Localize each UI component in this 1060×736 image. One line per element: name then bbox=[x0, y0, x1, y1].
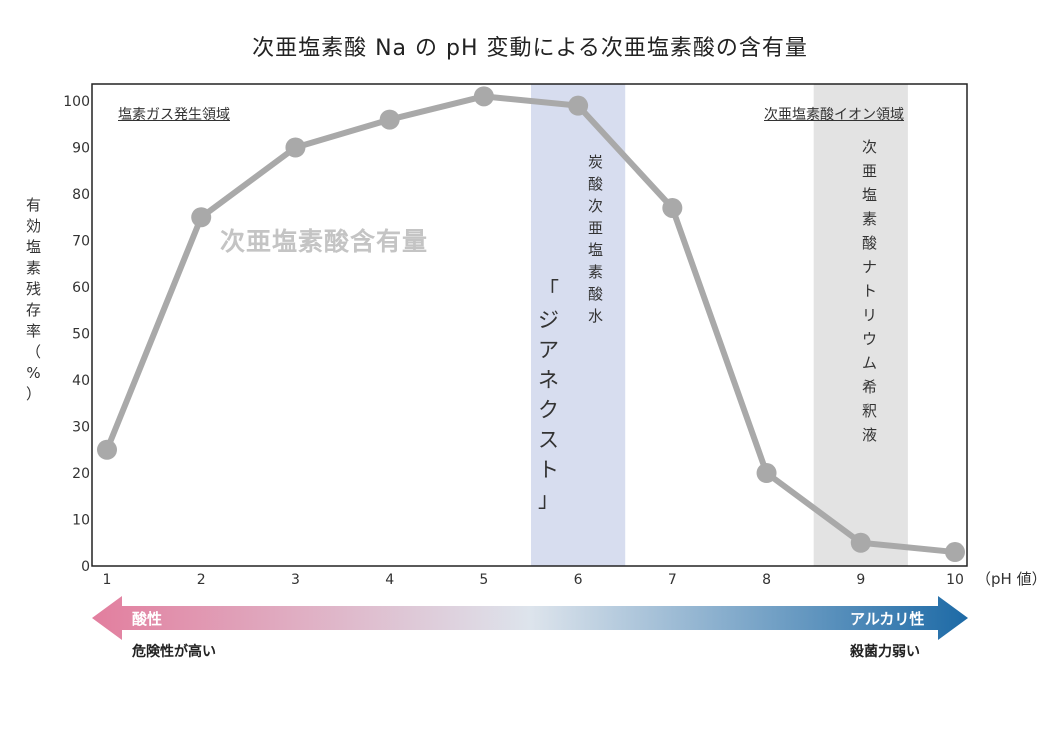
alkaline-label: アルカリ性 bbox=[850, 610, 925, 628]
vertical-char: 次 bbox=[588, 197, 604, 215]
band-1 bbox=[813, 84, 908, 566]
ph-arrow bbox=[92, 596, 968, 640]
y-tick-label: 100 bbox=[63, 94, 90, 110]
vertical-char: 」 bbox=[538, 488, 559, 512]
vertical-char: 「 bbox=[538, 278, 559, 302]
vertical-char: 次 bbox=[862, 138, 878, 156]
x-tick-label: 10 bbox=[946, 572, 964, 588]
vertical-char: ク bbox=[538, 398, 559, 422]
series-label: 次亜塩素酸含有量 bbox=[220, 227, 429, 256]
y-tick-label: 90 bbox=[72, 141, 90, 157]
vertical-char: ア bbox=[538, 338, 559, 362]
vertical-char: ウ bbox=[862, 330, 878, 348]
vertical-char: ト bbox=[538, 458, 559, 482]
vertical-char: 釈 bbox=[862, 402, 878, 420]
vertical-char: 素 bbox=[26, 259, 42, 277]
weak-sterilization-label: 殺菌力弱い bbox=[850, 644, 920, 660]
x-tick-label: 8 bbox=[762, 572, 771, 588]
band-label-carbonated: 炭酸次亜塩素酸水 bbox=[588, 155, 603, 324]
x-tick-label: 1 bbox=[103, 572, 112, 588]
danger-label: 危険性が高い bbox=[132, 644, 216, 660]
x-tick-label: 4 bbox=[385, 572, 394, 588]
y-tick-label: 80 bbox=[72, 187, 90, 203]
vertical-char: 液 bbox=[862, 426, 878, 444]
x-tick-label: 5 bbox=[479, 572, 488, 588]
vertical-char: 効 bbox=[26, 217, 42, 235]
vertical-char: 素 bbox=[862, 210, 878, 228]
data-point bbox=[756, 463, 777, 483]
y-tick-label: 10 bbox=[72, 513, 90, 529]
vertical-char: 炭 bbox=[588, 153, 604, 171]
data-point bbox=[285, 137, 306, 158]
vertical-char: 酸 bbox=[588, 175, 604, 193]
gas-region-label: 塩素ガス発生領域 bbox=[118, 107, 230, 123]
data-point bbox=[379, 109, 400, 130]
data-point bbox=[191, 207, 212, 228]
data-point bbox=[473, 86, 494, 107]
x-axis-label: （pH 値） bbox=[976, 570, 1047, 588]
band-sublabel-product: 「ジアネクスト」 bbox=[538, 280, 559, 511]
vertical-char: ナ bbox=[862, 258, 878, 276]
plot-frame bbox=[91, 83, 968, 567]
x-tick-label: 9 bbox=[856, 572, 865, 588]
data-point bbox=[662, 197, 683, 218]
y-axis-label: 有効塩素残存率 （% ） bbox=[26, 198, 41, 402]
chart-title: 次亜塩素酸 Na の pH 変動による次亜塩素酸の含有量 bbox=[252, 36, 808, 61]
vertical-char: 水 bbox=[588, 307, 604, 325]
vertical-char: リ bbox=[862, 306, 878, 324]
vertical-char: 塩 bbox=[588, 241, 604, 259]
vertical-char: 有 bbox=[26, 196, 42, 214]
ion-region-label: 次亜塩素酸イオン領域 bbox=[764, 107, 904, 123]
band-label-sodium: 次亜塩素酸ナトリウム希釈液 bbox=[862, 140, 877, 443]
vertical-char: 率 bbox=[26, 322, 42, 340]
vertical-char: 存 bbox=[26, 301, 42, 319]
vertical-char: 酸 bbox=[588, 285, 604, 303]
y-tick-label: 30 bbox=[72, 420, 90, 436]
vertical-char: （ bbox=[26, 343, 42, 361]
vertical-char: 亜 bbox=[862, 162, 878, 180]
y-tick-label: 50 bbox=[72, 327, 90, 343]
y-tick-label: 20 bbox=[72, 466, 90, 482]
vertical-char: ム bbox=[862, 354, 878, 372]
vertical-char: 酸 bbox=[862, 234, 878, 252]
data-point bbox=[945, 542, 965, 563]
vertical-char: ） bbox=[26, 385, 42, 403]
y-tick-label: 70 bbox=[72, 234, 90, 250]
y-tick-label: 60 bbox=[72, 280, 90, 296]
vertical-char: ジ bbox=[538, 308, 559, 332]
x-tick-label: 2 bbox=[197, 572, 206, 588]
y-tick-label: 40 bbox=[72, 373, 90, 389]
vertical-char: 素 bbox=[588, 263, 604, 281]
vertical-char: ネ bbox=[538, 368, 559, 392]
x-tick-label: 6 bbox=[574, 572, 583, 588]
band-0 bbox=[531, 84, 626, 566]
vertical-char: ス bbox=[538, 428, 559, 452]
data-point bbox=[850, 532, 871, 553]
vertical-char: 塩 bbox=[26, 238, 42, 256]
vertical-char: ト bbox=[862, 282, 878, 300]
x-tick-label: 3 bbox=[291, 572, 300, 588]
vertical-char: % bbox=[26, 364, 41, 382]
acid-label: 酸性 bbox=[132, 610, 163, 628]
vertical-char: 希 bbox=[862, 378, 878, 396]
vertical-char: 亜 bbox=[588, 219, 604, 237]
vertical-char: 残 bbox=[26, 280, 42, 298]
data-point bbox=[568, 95, 589, 116]
vertical-char: 塩 bbox=[862, 186, 878, 204]
series-line bbox=[104, 93, 956, 556]
data-point bbox=[97, 439, 117, 460]
x-tick-label: 7 bbox=[668, 572, 677, 588]
y-tick-label: 0 bbox=[81, 559, 90, 575]
